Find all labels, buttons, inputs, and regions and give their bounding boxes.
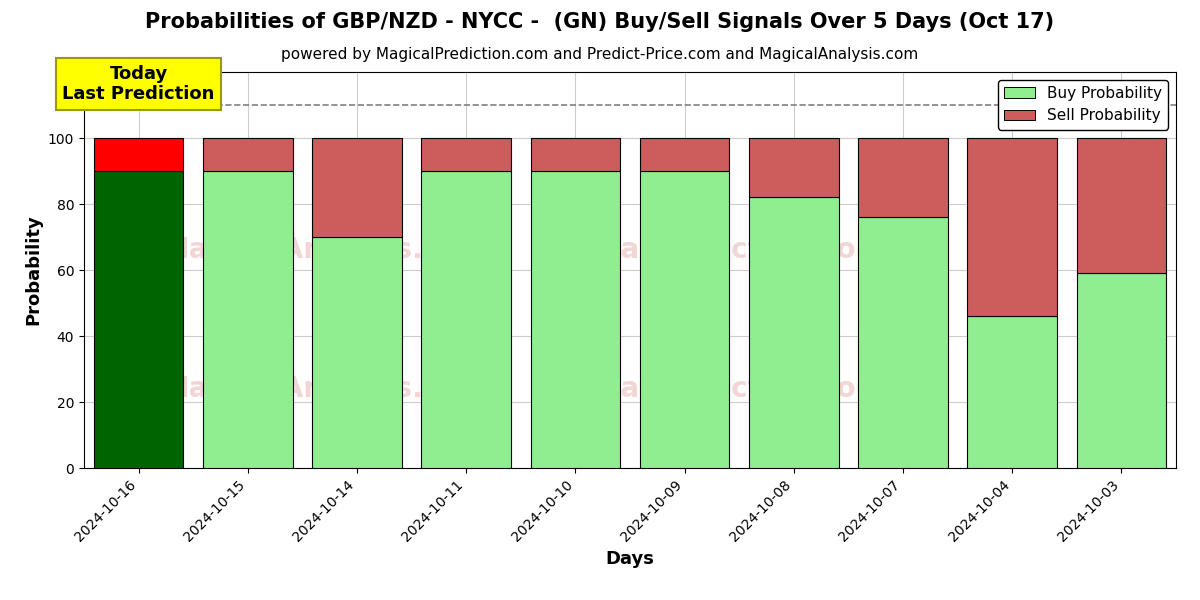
Text: MagicalAnalysis.com: MagicalAnalysis.com [161, 375, 487, 403]
Bar [640, 138, 730, 171]
Y-axis label: Probability: Probability [24, 215, 42, 325]
Bar [203, 171, 293, 468]
Text: MagicalPrediction.com: MagicalPrediction.com [528, 236, 884, 264]
Bar [749, 197, 839, 468]
Bar [312, 138, 402, 237]
Bar [858, 138, 948, 217]
Text: Today
Last Prediction: Today Last Prediction [62, 65, 215, 103]
Text: Probabilities of GBP/NZD - NYCC -  (GN) Buy/Sell Signals Over 5 Days (Oct 17): Probabilities of GBP/NZD - NYCC - (GN) B… [145, 12, 1055, 32]
Bar [967, 138, 1057, 316]
Bar [1076, 274, 1166, 468]
Bar [94, 138, 184, 171]
Bar [530, 138, 620, 171]
Bar [203, 138, 293, 171]
Bar [640, 171, 730, 468]
Bar [1076, 138, 1166, 274]
Legend: Buy Probability, Sell Probability: Buy Probability, Sell Probability [998, 80, 1169, 130]
Bar [94, 171, 184, 468]
Bar [421, 171, 511, 468]
Bar [749, 138, 839, 197]
Text: MagicalPrediction.com: MagicalPrediction.com [528, 375, 884, 403]
Text: MagicalAnalysis.com: MagicalAnalysis.com [161, 236, 487, 264]
Bar [530, 171, 620, 468]
Bar [312, 237, 402, 468]
Text: powered by MagicalPrediction.com and Predict-Price.com and MagicalAnalysis.com: powered by MagicalPrediction.com and Pre… [281, 47, 919, 62]
Bar [858, 217, 948, 468]
Bar [421, 138, 511, 171]
X-axis label: Days: Days [606, 550, 654, 568]
Bar [967, 316, 1057, 468]
